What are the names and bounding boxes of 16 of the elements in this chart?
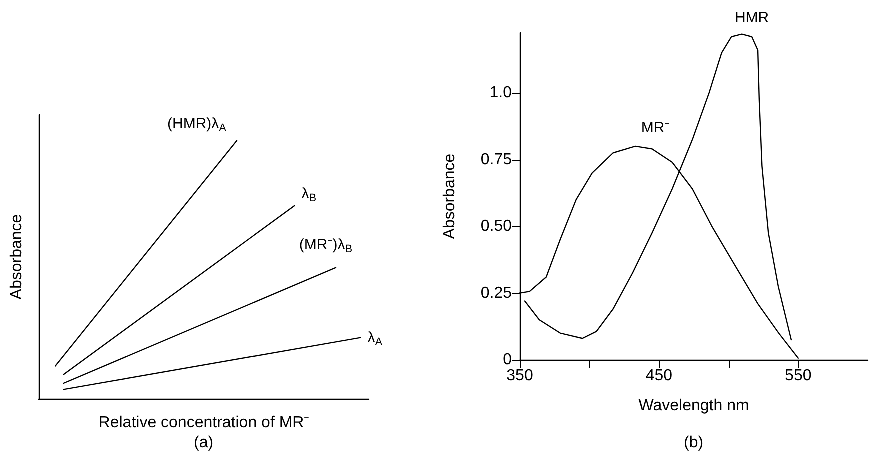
x-tick-label: 350 bbox=[506, 368, 534, 384]
y-tick-label: 0 bbox=[503, 352, 512, 368]
y-tick-label: 0.75 bbox=[480, 151, 512, 168]
text: (a) bbox=[194, 434, 214, 452]
series-label: MR⁻ bbox=[641, 119, 670, 136]
text: (b) bbox=[684, 434, 704, 452]
y-tick-label: 0.50 bbox=[480, 218, 512, 236]
y-tick-label: 0.25 bbox=[480, 284, 512, 302]
y-axis-title: Absorbance bbox=[442, 154, 458, 240]
x-tick-label: 450 bbox=[646, 368, 673, 384]
x-tick-label: 550 bbox=[785, 368, 812, 384]
x-axis-title: Wavelength nm bbox=[638, 398, 750, 414]
y-tick-label: 1.0 bbox=[490, 84, 512, 102]
series-label: HMR bbox=[734, 9, 770, 26]
y-axis-title: Absorbance bbox=[8, 214, 26, 300]
x-axis-title: Relative concentration of MR⁻ bbox=[98, 414, 310, 432]
